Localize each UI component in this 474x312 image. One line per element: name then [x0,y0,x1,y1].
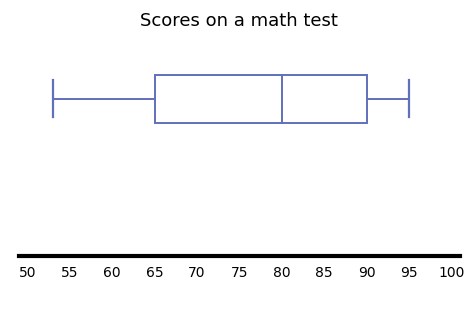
Title: Scores on a math test: Scores on a math test [140,12,338,30]
Bar [155,75,366,123]
